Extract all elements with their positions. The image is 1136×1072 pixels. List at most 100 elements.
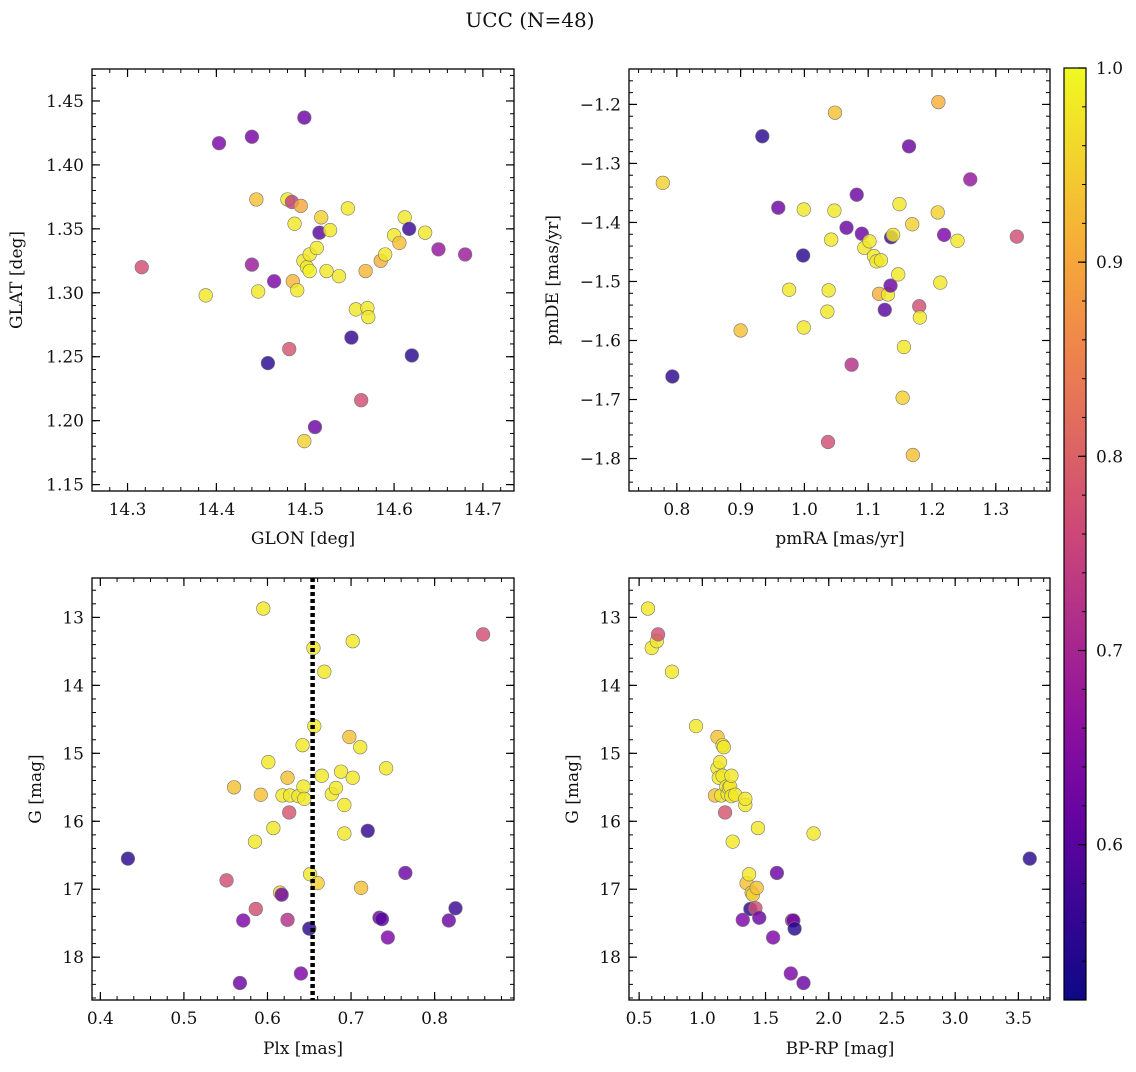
y-tick-label: −1.6 bbox=[580, 331, 621, 351]
data-point bbox=[883, 278, 898, 293]
data-point bbox=[796, 202, 811, 217]
axes-frame bbox=[628, 68, 1051, 492]
data-point bbox=[787, 921, 802, 936]
data-point bbox=[353, 880, 369, 895]
data-point bbox=[891, 267, 906, 282]
data-point bbox=[895, 390, 910, 405]
colorbar: 0.6 0.7 0.8 0.9 1.0 bbox=[1063, 59, 1123, 1001]
data-point bbox=[821, 283, 836, 298]
data-point bbox=[873, 253, 889, 268]
y-tick-label: 17 bbox=[599, 880, 621, 900]
data-point bbox=[896, 339, 912, 355]
data-point bbox=[717, 805, 733, 820]
x-tick-label: 0.9 bbox=[727, 500, 754, 520]
x-tick-label: 0.8 bbox=[421, 1009, 448, 1029]
data-point bbox=[379, 761, 394, 776]
data-point bbox=[251, 284, 266, 299]
colorbar-tick-label: 0.7 bbox=[1096, 642, 1123, 662]
data-point bbox=[664, 664, 680, 679]
y-tick-label: 1.15 bbox=[46, 476, 84, 496]
data-point bbox=[236, 913, 251, 928]
x-tick-label: 0.5 bbox=[626, 1009, 653, 1029]
y-tick-label: 1.40 bbox=[46, 156, 84, 176]
x-tick-label: 14.6 bbox=[375, 500, 413, 520]
x-axis-label: GLON [deg] bbox=[251, 529, 355, 549]
colorbar-tick-label: 0.6 bbox=[1096, 836, 1123, 856]
y-tick-label: −1.4 bbox=[580, 213, 621, 233]
x-tick-label: 1.2 bbox=[918, 500, 945, 520]
data-point bbox=[418, 225, 433, 240]
y-tick-label: 18 bbox=[599, 948, 621, 968]
data-point bbox=[297, 434, 312, 449]
data-point bbox=[431, 242, 446, 257]
y-tick-label: 13 bbox=[599, 608, 621, 628]
data-point bbox=[253, 787, 268, 802]
data-point bbox=[839, 220, 854, 235]
data-point bbox=[827, 203, 842, 218]
x-tick-label: 3.5 bbox=[1005, 1009, 1032, 1029]
data-point bbox=[905, 217, 920, 232]
x-tick-label: 1.3 bbox=[982, 500, 1009, 520]
data-point bbox=[849, 187, 864, 202]
x-tick-label: 14.7 bbox=[464, 500, 502, 520]
data-point bbox=[640, 601, 656, 616]
data-point bbox=[345, 770, 360, 785]
data-point bbox=[314, 210, 329, 225]
data-point bbox=[290, 283, 305, 298]
y-tick-label: 18 bbox=[62, 948, 84, 968]
data-point bbox=[247, 834, 263, 849]
y-tick-label: 1.35 bbox=[46, 220, 84, 240]
data-point bbox=[796, 248, 811, 263]
x-tick-label: 1.0 bbox=[689, 1009, 716, 1029]
data-point bbox=[905, 447, 920, 463]
data-point bbox=[655, 175, 670, 191]
figure-title: UCC (N=48) bbox=[465, 8, 594, 32]
data-point bbox=[1009, 229, 1024, 244]
data-point bbox=[198, 288, 213, 303]
data-point bbox=[333, 764, 349, 779]
data-point bbox=[297, 110, 312, 125]
data-point bbox=[475, 627, 491, 642]
colorbar-tick-label: 0.9 bbox=[1096, 253, 1123, 273]
data-point bbox=[226, 780, 242, 795]
data-point bbox=[307, 419, 323, 435]
data-point bbox=[337, 826, 352, 841]
data-point bbox=[302, 263, 317, 279]
data-point bbox=[354, 393, 369, 408]
x-tick-label: 14.5 bbox=[286, 500, 324, 520]
data-point bbox=[930, 205, 945, 220]
y-tick-label: 14 bbox=[62, 676, 84, 696]
data-point bbox=[688, 719, 704, 734]
data-point bbox=[931, 94, 946, 110]
y-tick-label: 1.20 bbox=[46, 412, 84, 432]
data-point bbox=[933, 275, 948, 290]
data-point bbox=[248, 901, 263, 917]
data-point bbox=[249, 192, 264, 207]
y-tick-label: −1.8 bbox=[580, 450, 621, 470]
x-tick-label: 1.1 bbox=[855, 500, 882, 520]
data-point bbox=[725, 834, 740, 849]
x-tick-label: 0.7 bbox=[338, 1009, 365, 1029]
data-point bbox=[752, 910, 767, 925]
y-axis-label: pmDE [mas/yr] bbox=[543, 215, 563, 345]
panel-glon-glat: 14.3 14.4 14.5 14.6 14.7 1.15 1.20 1.25 1.30 1.35… bbox=[7, 68, 515, 549]
data-point bbox=[402, 221, 417, 236]
data-point bbox=[404, 348, 419, 363]
y-tick-label: 15 bbox=[599, 744, 621, 764]
data-point bbox=[458, 247, 473, 262]
data-point bbox=[374, 912, 390, 927]
x-tick-label: 1.0 bbox=[791, 500, 818, 520]
x-tick-label: 2.0 bbox=[815, 1009, 842, 1029]
data-point bbox=[353, 740, 368, 755]
data-point bbox=[256, 601, 271, 616]
data-point bbox=[302, 921, 317, 936]
panel-pmra-pmde: 0.8 0.9 1.0 1.1 1.2 1.3 −1.8 −1.7 −1.6 −1.5 −1.4 −1… bbox=[543, 68, 1051, 549]
y-tick-label: 1.45 bbox=[46, 92, 84, 112]
data-point bbox=[950, 233, 965, 248]
minor-ticks bbox=[629, 578, 1050, 1000]
data-point bbox=[735, 912, 750, 927]
minor-ticks bbox=[92, 69, 514, 491]
y-tick-label: 13 bbox=[62, 608, 84, 628]
data-point bbox=[796, 320, 811, 335]
